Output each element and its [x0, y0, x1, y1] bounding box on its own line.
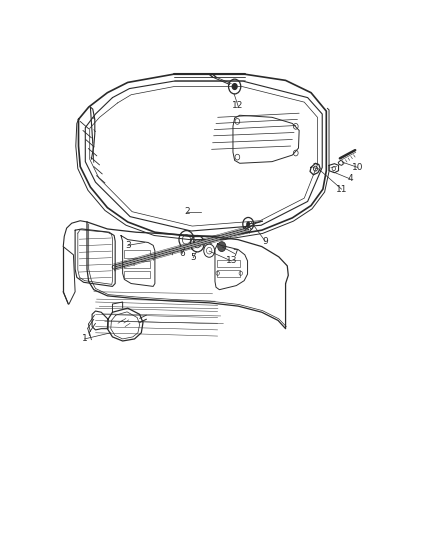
- Text: 2: 2: [184, 207, 190, 216]
- Text: 11: 11: [336, 184, 347, 193]
- Text: 13: 13: [226, 256, 237, 265]
- Text: 6: 6: [179, 249, 185, 258]
- Bar: [217, 270, 240, 277]
- Bar: [124, 251, 150, 257]
- Text: 10: 10: [352, 163, 363, 172]
- Text: 5: 5: [191, 253, 196, 262]
- Text: 9: 9: [262, 237, 268, 246]
- Text: 4: 4: [347, 174, 353, 183]
- Text: 1: 1: [82, 334, 88, 343]
- Circle shape: [246, 222, 250, 227]
- Bar: [124, 261, 150, 268]
- Bar: [124, 271, 150, 278]
- Text: 7: 7: [232, 249, 237, 258]
- Text: 12: 12: [233, 101, 244, 110]
- Circle shape: [232, 84, 237, 90]
- Circle shape: [218, 241, 226, 252]
- Bar: [217, 260, 240, 267]
- Text: 3: 3: [125, 241, 131, 250]
